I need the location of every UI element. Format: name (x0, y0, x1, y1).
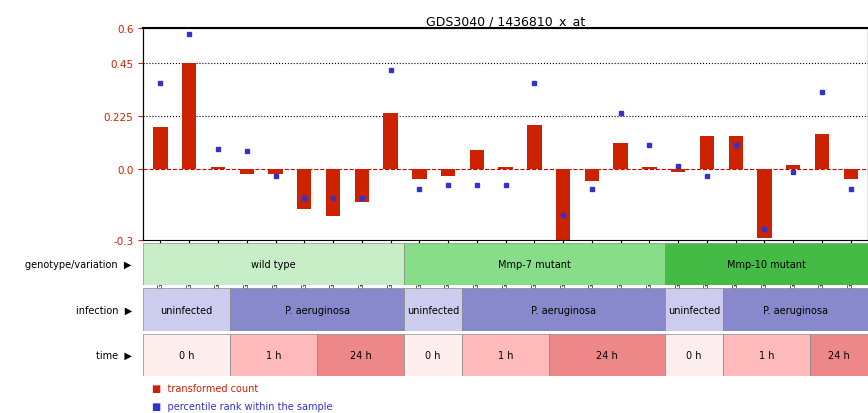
Bar (723, 334, 810, 376)
Bar (665, 243, 868, 286)
Text: 24 h: 24 h (596, 350, 618, 360)
Text: P. aeruginosa: P. aeruginosa (531, 305, 596, 315)
Text: infection  ▶: infection ▶ (76, 305, 132, 315)
Bar (700, 137, 714, 170)
Text: uninfected: uninfected (161, 305, 213, 315)
Bar (404, 243, 665, 286)
Bar (326, 170, 340, 217)
Bar (757, 170, 772, 238)
Bar (143, 289, 230, 331)
Bar (404, 289, 462, 331)
Text: 1 h: 1 h (759, 350, 774, 360)
Text: 0 h: 0 h (179, 350, 194, 360)
Text: 0 h: 0 h (425, 350, 441, 360)
Bar (723, 289, 868, 331)
Text: wild type: wild type (252, 259, 296, 270)
Text: P. aeruginosa: P. aeruginosa (285, 305, 350, 315)
Text: 1 h: 1 h (266, 350, 281, 360)
Text: genotype/variation  ▶: genotype/variation ▶ (25, 259, 132, 270)
Text: time  ▶: time ▶ (95, 350, 132, 360)
Bar (412, 170, 426, 179)
Text: P. aeruginosa: P. aeruginosa (763, 305, 828, 315)
Bar (154, 128, 168, 170)
Bar (143, 243, 404, 286)
Bar (462, 289, 665, 331)
Bar (211, 168, 225, 170)
Bar (230, 334, 317, 376)
Bar (317, 334, 404, 376)
Text: 24 h: 24 h (350, 350, 372, 360)
Bar (384, 114, 398, 170)
Bar (665, 334, 723, 376)
Text: Mmp-7 mutant: Mmp-7 mutant (498, 259, 571, 270)
Text: ■  percentile rank within the sample: ■ percentile rank within the sample (152, 401, 332, 411)
Bar (441, 170, 456, 177)
Text: uninfected: uninfected (668, 305, 720, 315)
Text: 0 h: 0 h (687, 350, 702, 360)
Bar (665, 289, 723, 331)
Bar (240, 170, 254, 175)
Bar (671, 170, 686, 172)
Bar (182, 64, 196, 170)
Bar (815, 135, 829, 170)
Bar (810, 334, 868, 376)
Bar (642, 168, 656, 170)
Bar (355, 170, 369, 203)
Bar (143, 334, 230, 376)
Bar (585, 170, 599, 182)
Bar (786, 165, 800, 170)
Bar (230, 289, 404, 331)
Bar (614, 144, 628, 170)
Title: GDS3040 / 1436810_x_at: GDS3040 / 1436810_x_at (426, 15, 585, 28)
Bar (297, 170, 312, 210)
Text: Mmp-10 mutant: Mmp-10 mutant (727, 259, 806, 270)
Bar (556, 170, 570, 245)
Text: 24 h: 24 h (828, 350, 850, 360)
Bar (844, 170, 858, 179)
Text: 1 h: 1 h (498, 350, 513, 360)
Bar (549, 334, 665, 376)
Bar (268, 170, 283, 175)
Bar (498, 168, 513, 170)
Bar (462, 334, 549, 376)
Text: uninfected: uninfected (407, 305, 459, 315)
Bar (404, 334, 462, 376)
Text: ■  transformed count: ■ transformed count (152, 382, 258, 393)
Bar (527, 125, 542, 170)
Bar (728, 137, 743, 170)
Bar (470, 151, 484, 170)
